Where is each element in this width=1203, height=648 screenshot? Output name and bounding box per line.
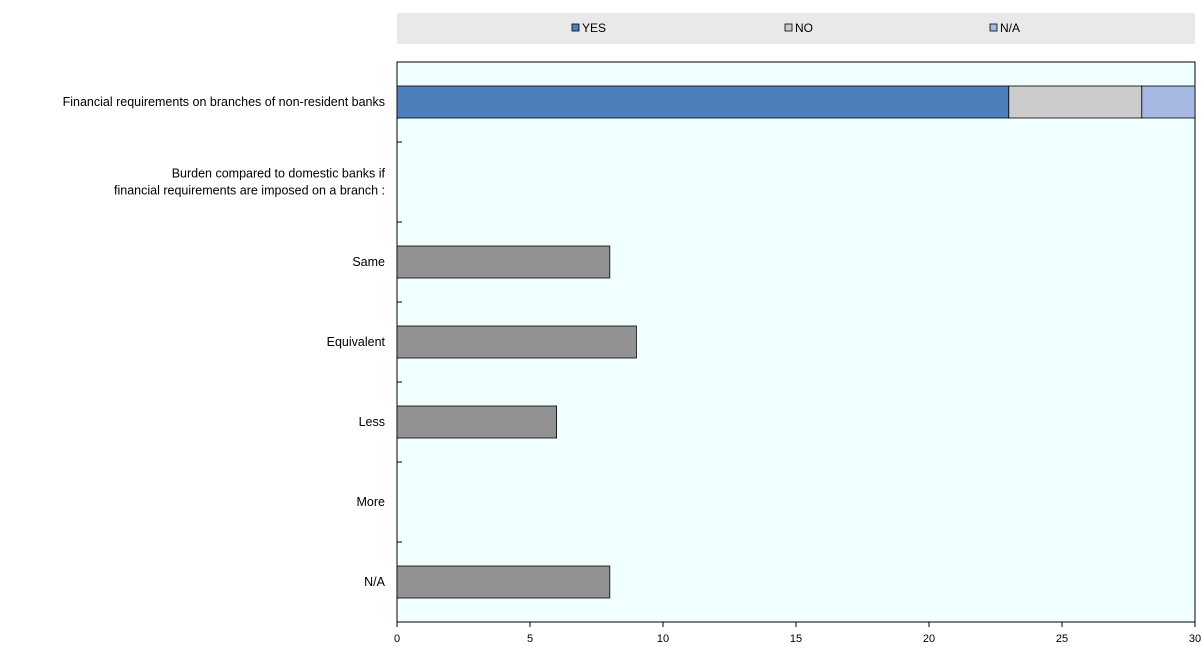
category-label: Burden compared to domestic banks if fina… [114, 167, 386, 198]
legend: YES NO N/A [397, 13, 1195, 44]
legend-item: NO [784, 21, 813, 35]
category-label: N/A [364, 575, 386, 589]
legend-label: YES [582, 21, 606, 35]
category-label: Same [352, 255, 385, 269]
bar [396, 245, 611, 279]
x-tick-label: 0 [394, 633, 400, 645]
legend-swatch [784, 23, 793, 32]
legend-label: NO [795, 21, 813, 35]
x-tick-label: 30 [1189, 633, 1201, 645]
category-labels: Financial requirements on branches of no… [63, 95, 386, 589]
bar [396, 325, 637, 359]
bars [396, 85, 1196, 599]
legend-swatch [571, 23, 580, 32]
category-label: Equivalent [327, 335, 386, 349]
bar [396, 85, 1010, 119]
legend-swatch [989, 23, 998, 32]
x-tick-label: 10 [657, 633, 669, 645]
bar [396, 405, 558, 439]
legend-label: N/A [1000, 21, 1020, 35]
x-tick-label: 5 [527, 633, 533, 645]
x-axis-ticks: 0 5 10 15 20 25 30 [394, 622, 1201, 645]
bar [1008, 85, 1143, 119]
legend-background [397, 13, 1195, 44]
category-label: Less [359, 415, 385, 429]
x-tick-label: 20 [923, 633, 935, 645]
legend-item: N/A [989, 21, 1020, 35]
legend-item: YES [571, 21, 606, 35]
bar [1141, 85, 1196, 119]
category-label: Financial requirements on branches of no… [63, 95, 385, 109]
x-tick-label: 25 [1056, 633, 1068, 645]
x-tick-label: 15 [790, 633, 802, 645]
y-axis-ticks [397, 141, 402, 543]
category-label: More [357, 495, 386, 509]
bar [396, 565, 611, 599]
